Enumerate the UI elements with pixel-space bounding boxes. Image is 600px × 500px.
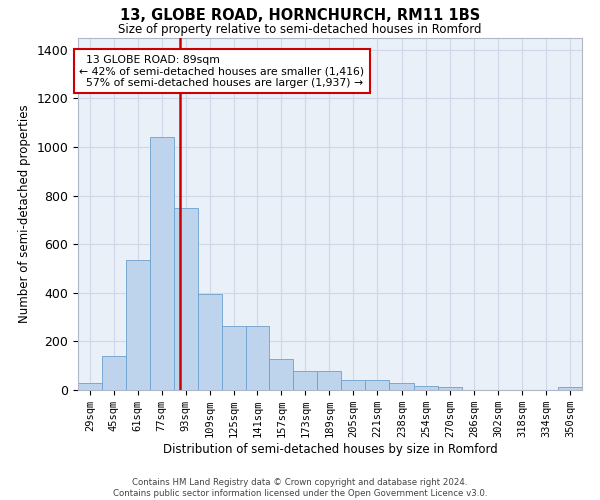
Y-axis label: Number of semi-detached properties: Number of semi-detached properties: [18, 104, 31, 323]
Bar: [317, 370, 341, 390]
Text: 13 GLOBE ROAD: 89sqm
← 42% of semi-detached houses are smaller (1,416)
  57% of : 13 GLOBE ROAD: 89sqm ← 42% of semi-detac…: [79, 54, 365, 88]
Text: Size of property relative to semi-detached houses in Romford: Size of property relative to semi-detach…: [118, 22, 482, 36]
Bar: [365, 380, 389, 390]
Bar: [174, 208, 197, 390]
Bar: [439, 387, 463, 390]
Bar: [102, 356, 126, 390]
Bar: [269, 359, 293, 390]
Bar: [415, 386, 439, 390]
Bar: [150, 137, 174, 390]
Text: 13, GLOBE ROAD, HORNCHURCH, RM11 1BS: 13, GLOBE ROAD, HORNCHURCH, RM11 1BS: [120, 8, 480, 22]
X-axis label: Distribution of semi-detached houses by size in Romford: Distribution of semi-detached houses by …: [163, 443, 497, 456]
Bar: [389, 383, 415, 390]
Bar: [221, 326, 245, 390]
Bar: [126, 260, 150, 390]
Text: Contains HM Land Registry data © Crown copyright and database right 2024.
Contai: Contains HM Land Registry data © Crown c…: [113, 478, 487, 498]
Bar: [78, 383, 102, 390]
Bar: [341, 380, 365, 390]
Bar: [558, 387, 582, 390]
Bar: [293, 370, 317, 390]
Bar: [245, 326, 269, 390]
Bar: [197, 294, 221, 390]
